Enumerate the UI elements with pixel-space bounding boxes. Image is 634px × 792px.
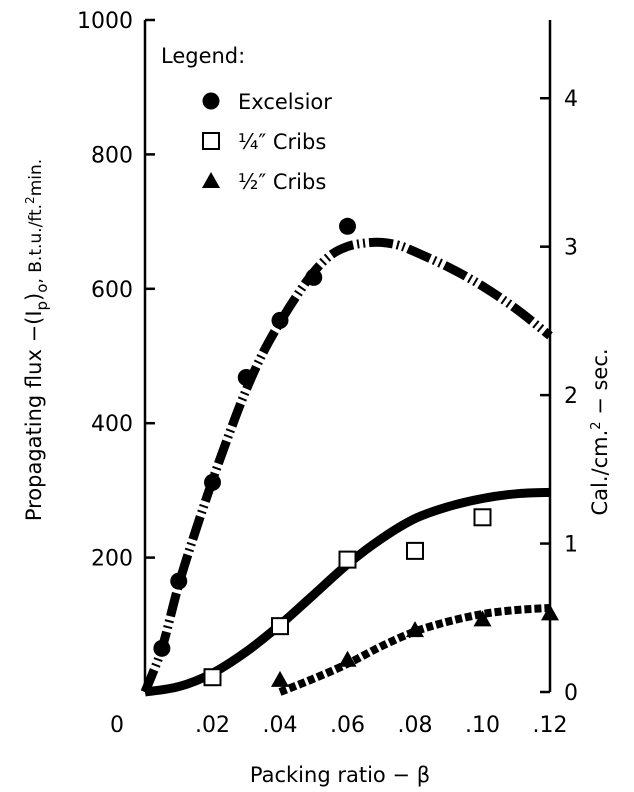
data-markers [153, 217, 559, 687]
y-left-tick-label: 400 [91, 412, 133, 437]
excelsior-point [204, 473, 221, 491]
legend-title: Legend: [161, 44, 245, 68]
y-right-tick-label: 3 [564, 236, 578, 261]
plot-frame [143, 20, 552, 692]
excelsior-point [339, 217, 356, 235]
excelsior-point [305, 268, 323, 286]
legend-marker-quarter-inch-cribs [202, 132, 220, 150]
legend-marker-half-inch-cribs [202, 172, 220, 188]
x-tick-label: .12 [533, 713, 568, 738]
y-right-tick-label: 4 [564, 87, 578, 112]
half-inch-cribs-point [271, 670, 289, 687]
y-right-tick-label: 2 [564, 384, 578, 409]
quarter-inch-cribs-point [271, 617, 289, 636]
half-inch-cribs-point [338, 650, 357, 667]
y-right-axis-title: Cal./cm.2 − sec. [588, 348, 612, 515]
legend-label-quarter-inch-cribs: ¼″ Cribs [238, 130, 326, 154]
y-left-tick-label: 800 [91, 143, 133, 168]
half-inch-cribs-point [406, 621, 424, 638]
x-tick-label: .02 [195, 713, 230, 738]
legend-marker-excelsior [202, 92, 220, 110]
x-tick-label: .10 [465, 713, 500, 738]
x-axis-title: Packing ratio − β [250, 763, 430, 787]
legend-entries: Excelsior ¼″ Cribs ½″ Cribs [202, 90, 332, 194]
y-right-tick-label: 1 [564, 533, 578, 558]
y-left-ticks: 200 400 600 800 1000 [77, 9, 155, 694]
y-right-ticks: 0 1 2 3 4 [540, 87, 578, 706]
legend-label-half-inch-cribs: ½″ Cribs [238, 170, 326, 194]
x-tick-label: .06 [330, 713, 365, 738]
quarter-inch-cribs-point [338, 550, 357, 569]
y-left-tick-label: 600 [91, 278, 133, 303]
y-left-axis-title: Propagating flux −(Ip)o, B.t.u./ft.2min. [22, 159, 51, 521]
excelsior-point [271, 311, 289, 329]
x-tick-labels: 0 .02 .04 .06 .08 .10 .12 [110, 713, 568, 738]
legend: Legend: Excelsior ¼″ Cribs ½″ Cribs [161, 44, 332, 194]
y-left-tick-label: 1000 [77, 9, 133, 34]
excelsior-point [237, 369, 255, 387]
quarter-inch-cribs-point [203, 668, 222, 687]
excelsior-point [170, 572, 188, 590]
excelsior-point [153, 639, 171, 657]
half-inch-cribs-point [473, 610, 492, 627]
x-tick-label: .08 [398, 713, 433, 738]
half-inch-cribs-point [541, 604, 559, 621]
x-tick-label: 0 [110, 713, 124, 738]
x-tick-label: .04 [263, 713, 298, 738]
legend-label-excelsior: Excelsior [238, 90, 332, 114]
quarter-inch-cribs-point [473, 508, 492, 527]
y-right-tick-label: 0 [564, 681, 578, 706]
quarter-inch-cribs-point [406, 541, 424, 560]
half-inch-cribs-curve [278, 604, 551, 696]
y-left-tick-label: 200 [91, 547, 133, 572]
